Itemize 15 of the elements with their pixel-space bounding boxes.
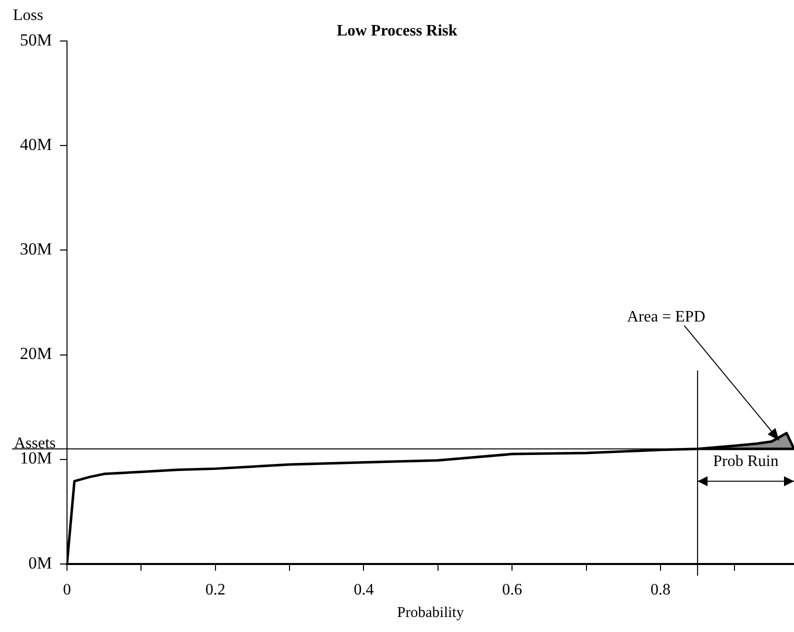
x-axis-title: Probability [397, 604, 464, 621]
y-tick-label: 40M [20, 135, 52, 154]
y-tick-label: 20M [20, 344, 52, 364]
x-tick-label: 0.6 [502, 582, 522, 599]
x-tick-label: 0 [63, 582, 71, 599]
x-tick-label: 0.4 [354, 582, 374, 599]
annotation: Area = EPD [626, 308, 706, 326]
x-tick-label: 0.2 [205, 582, 226, 599]
annotation: Prob Ruin [713, 452, 778, 470]
y-tick-label: 50M [20, 30, 52, 50]
y-tick-label: 30M [20, 240, 52, 259]
x-tick-label: 0.8 [650, 582, 670, 599]
y-axis-title: Loss [13, 7, 44, 24]
y-tick-label: 0M [28, 553, 52, 572]
chart-title: Low Process Risk [336, 22, 458, 40]
